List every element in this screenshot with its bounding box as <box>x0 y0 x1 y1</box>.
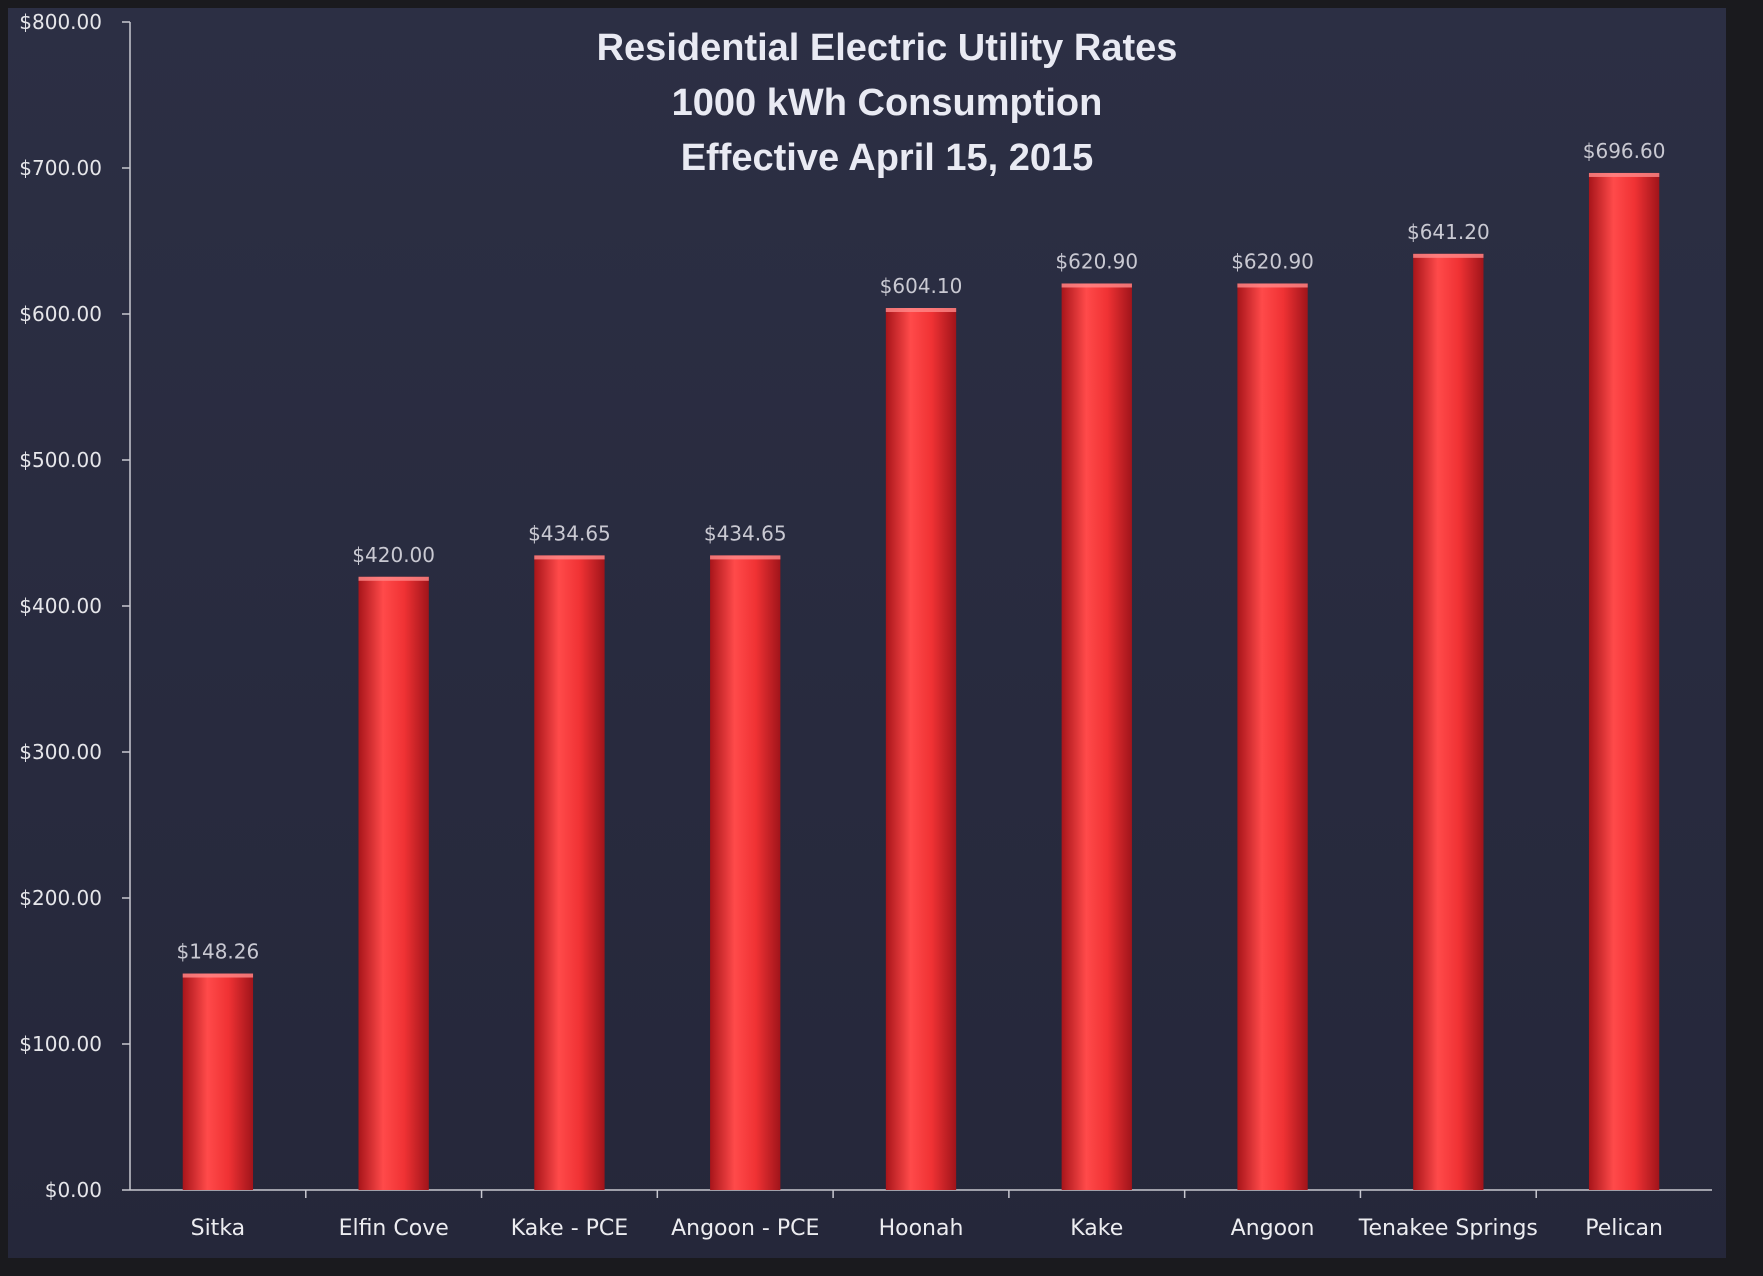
bar <box>1588 172 1660 1191</box>
bar-top-highlight <box>1413 253 1484 258</box>
y-tick-label: $600.00 <box>19 302 102 326</box>
data-label: $620.90 <box>1231 249 1314 273</box>
bar <box>358 576 429 1190</box>
y-tick-label: $0.00 <box>45 1178 102 1202</box>
bar-series <box>182 172 1660 1191</box>
data-label: $148.26 <box>177 940 260 964</box>
data-label: $641.20 <box>1407 220 1490 244</box>
x-tick-label: Angoon - PCE <box>671 1216 819 1241</box>
y-tick-label: $200.00 <box>19 886 102 910</box>
y-tick-label: $100.00 <box>19 1032 102 1056</box>
bar <box>1237 283 1308 1191</box>
y-tick-label: $500.00 <box>19 448 102 472</box>
axes: $0.00 $100.00 $200.00 $300.00 $400.00 $500.00… <box>19 10 1712 1241</box>
bar-top-highlight <box>358 576 429 581</box>
x-tick-label: Hoonah <box>879 1216 964 1241</box>
x-tick-label: Elfin Cove <box>339 1216 449 1241</box>
x-tick-label: Kake <box>1070 1216 1123 1241</box>
y-tick-label: $800.00 <box>19 10 102 34</box>
data-label: $434.65 <box>528 521 611 545</box>
x-tick-label: Tenakee Springs <box>1358 1216 1538 1241</box>
data-label: $696.60 <box>1583 139 1666 163</box>
chart-title-line-2: 1000 kWh Consumption <box>672 82 1103 124</box>
x-tick-label: Pelican <box>1585 1216 1663 1241</box>
bar <box>885 308 957 1190</box>
bar-top-highlight <box>885 308 957 313</box>
bar-top-highlight <box>1588 172 1660 177</box>
chart-title: Residential Electric Utility Rates 1000 … <box>597 27 1178 179</box>
y-tick-label: $700.00 <box>19 156 102 180</box>
y-tick-label: $300.00 <box>19 740 102 764</box>
chart-title-line-1: Residential Electric Utility Rates <box>597 27 1178 69</box>
bar <box>710 555 781 1190</box>
data-label: $434.65 <box>704 521 787 545</box>
data-labels: $148.26 $420.00 $434.65 $434.65 $604.10 $620.… <box>177 139 1666 964</box>
bar-top-highlight <box>1237 283 1308 288</box>
chart-title-line-3: Effective April 15, 2015 <box>681 137 1094 179</box>
bar-top-highlight <box>1061 283 1132 288</box>
data-label: $604.10 <box>880 274 963 298</box>
bar <box>534 555 605 1190</box>
y-tick-label: $400.00 <box>19 594 102 618</box>
x-tick-label: Angoon <box>1231 1216 1315 1241</box>
bar-top-highlight <box>182 973 254 978</box>
bar-top-highlight <box>710 555 781 560</box>
x-tick-label: Sitka <box>191 1216 246 1241</box>
data-label: $420.00 <box>352 543 435 567</box>
bar <box>1413 253 1484 1190</box>
x-tick-label: Kake - PCE <box>511 1216 628 1241</box>
bar <box>1061 283 1132 1191</box>
data-label: $620.90 <box>1055 249 1138 273</box>
bar-top-highlight <box>534 555 605 560</box>
bar <box>182 973 254 1190</box>
